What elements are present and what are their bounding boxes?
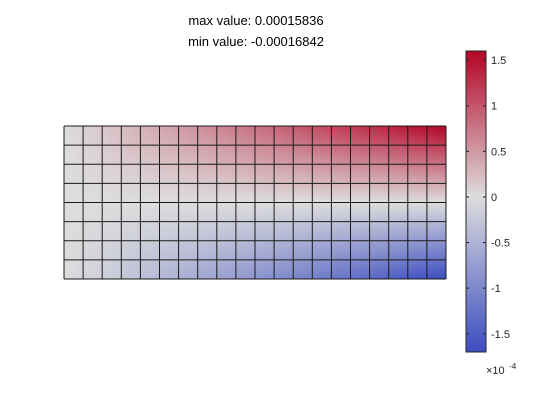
- colorbar-tick-label: -0.5: [491, 238, 510, 250]
- colorbar-multiplier-exponent: -4: [509, 362, 517, 371]
- colorbar-tick-label: 1.5: [491, 55, 506, 67]
- chart-title-line-1: max value: 0.00015836: [188, 13, 323, 28]
- colorbar-tick-label: 1: [491, 101, 497, 113]
- colorbar-tick-label: 0: [491, 192, 497, 204]
- colorbar-multiplier-base: ×10: [486, 365, 505, 377]
- colorbar-ticks: -1.5 -1 -0.5 0 0.5 1 1.5: [466, 55, 510, 341]
- colorbar-tick-label: -1.5: [491, 329, 510, 341]
- colorbar: -1.5 -1 -0.5 0 0.5 1 1.5 ×10 -4: [465, 50, 517, 378]
- colorbar-gradient: [465, 50, 487, 353]
- colorbar-multiplier: ×10 -4: [486, 361, 517, 378]
- colorbar-tick-label: -1: [491, 283, 501, 295]
- mesh-plot: [63, 125, 447, 280]
- chart-title-line-2: min value: -0.00016842: [188, 34, 324, 49]
- colorbar-tick-label: 0.5: [491, 146, 506, 158]
- mesh-grid-lines: [63, 125, 447, 280]
